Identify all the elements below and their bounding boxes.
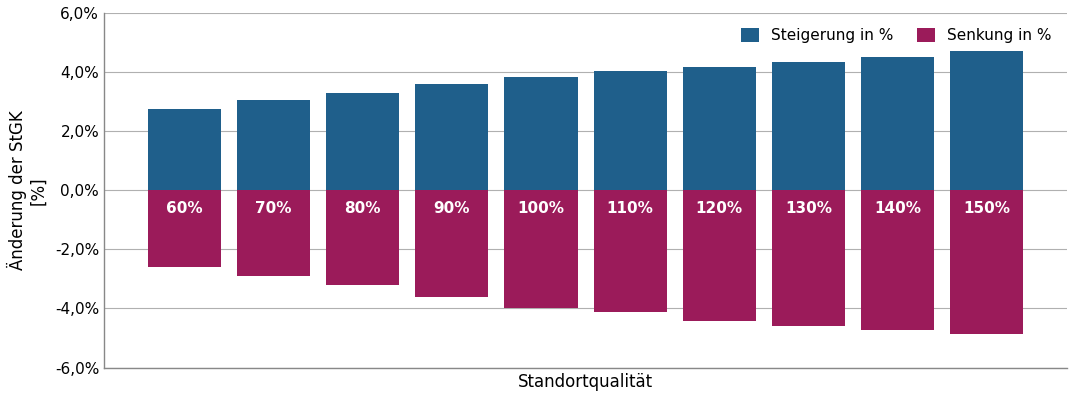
Bar bbox=[148, 109, 221, 190]
Text: 140%: 140% bbox=[874, 201, 921, 216]
Text: 100%: 100% bbox=[518, 201, 565, 216]
Bar bbox=[326, 93, 400, 190]
Bar bbox=[950, 190, 1024, 334]
Bar bbox=[861, 190, 934, 330]
Bar bbox=[683, 67, 756, 190]
Bar bbox=[416, 84, 489, 190]
Bar bbox=[594, 70, 667, 190]
Bar bbox=[148, 190, 221, 267]
Legend: Steigerung in %, Senkung in %: Steigerung in %, Senkung in % bbox=[734, 21, 1059, 51]
Bar bbox=[772, 62, 845, 190]
Text: 130%: 130% bbox=[785, 201, 832, 216]
X-axis label: Standortqualität: Standortqualität bbox=[518, 373, 653, 391]
Bar bbox=[237, 100, 310, 190]
Y-axis label: Änderung der StGK
[%]: Änderung der StGK [%] bbox=[6, 110, 48, 270]
Bar bbox=[950, 51, 1024, 190]
Bar bbox=[416, 190, 489, 297]
Bar bbox=[861, 57, 934, 190]
Bar bbox=[326, 190, 400, 285]
Text: 110%: 110% bbox=[607, 201, 654, 216]
Bar bbox=[594, 190, 667, 312]
Bar bbox=[772, 190, 845, 326]
Text: 150%: 150% bbox=[963, 201, 1011, 216]
Text: 60%: 60% bbox=[166, 201, 203, 216]
Bar bbox=[505, 77, 578, 190]
Bar bbox=[237, 190, 310, 276]
Text: 80%: 80% bbox=[345, 201, 381, 216]
Text: 120%: 120% bbox=[696, 201, 743, 216]
Text: 70%: 70% bbox=[256, 201, 292, 216]
Bar bbox=[505, 190, 578, 308]
Text: 90%: 90% bbox=[434, 201, 470, 216]
Bar bbox=[683, 190, 756, 321]
